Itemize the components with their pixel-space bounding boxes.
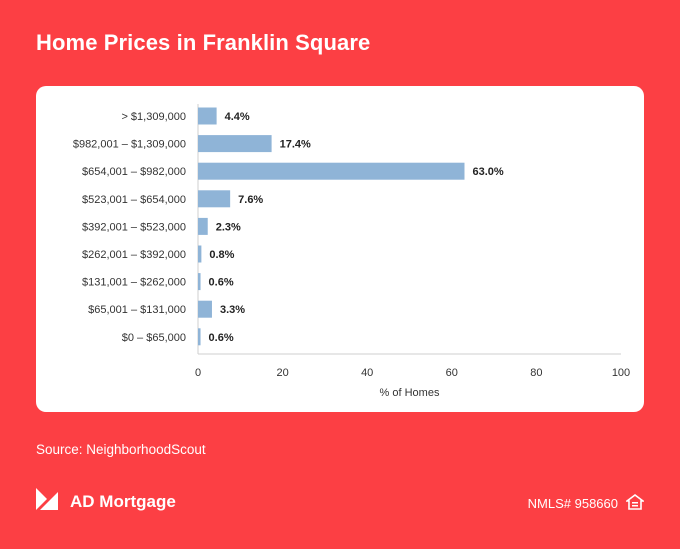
x-tick-label: 80 (530, 367, 542, 379)
data-label: 2.3% (216, 221, 241, 233)
page-title: Home Prices in Franklin Square (36, 30, 371, 55)
x-tick-label: 40 (361, 367, 373, 379)
data-label: 0.6% (209, 332, 234, 344)
x-tick-label: 20 (276, 367, 288, 379)
bar (198, 217, 208, 235)
data-label: 0.6% (209, 277, 234, 289)
category-label: $65,001 – $131,000 (88, 304, 186, 316)
nmls-block: NMLS# 958660 (527, 494, 646, 513)
category-label: $392,001 – $523,000 (82, 221, 186, 233)
bar-chart: > $1,309,000 4.4% $982,001 – $1,309,000 17.… (73, 104, 630, 399)
category-label: $262,001 – $392,000 (82, 249, 186, 261)
category-label: > $1,309,000 (121, 111, 186, 123)
category-label: $654,001 – $982,000 (82, 166, 186, 178)
category-label: $982,001 – $1,309,000 (73, 139, 186, 151)
x-tick-label: 60 (446, 367, 458, 379)
source-note: Source: NeighborhoodScout (36, 442, 206, 457)
ad-mortgage-logo-icon (36, 488, 58, 515)
category-label: $0 – $65,000 (122, 332, 186, 344)
bar (198, 273, 201, 291)
bar (198, 245, 202, 263)
brand: AD Mortgage (36, 488, 176, 515)
bar (198, 300, 212, 318)
category-label: $131,001 – $262,000 (82, 277, 186, 289)
data-label: 3.3% (220, 304, 245, 316)
equal-housing-icon (624, 494, 646, 513)
brand-name: AD Mortgage (70, 491, 176, 511)
category-label: $523,001 – $654,000 (82, 194, 186, 206)
x-tick-label: 100 (612, 367, 630, 379)
bar (198, 162, 465, 180)
data-label: 4.4% (225, 111, 250, 123)
data-label: 7.6% (238, 194, 263, 206)
x-tick-label: 0 (195, 367, 201, 379)
data-label: 17.4% (280, 139, 311, 151)
bar (198, 135, 272, 153)
bar (198, 328, 201, 346)
x-axis-title: % of Homes (380, 387, 440, 399)
data-label: 63.0% (472, 166, 503, 178)
chart-card: > $1,309,000 4.4% $982,001 – $1,309,000 17.… (36, 86, 644, 412)
bar (198, 190, 231, 208)
bar (198, 107, 217, 125)
data-label: 0.8% (209, 249, 234, 261)
nmls-number: NMLS# 958660 (527, 496, 618, 511)
